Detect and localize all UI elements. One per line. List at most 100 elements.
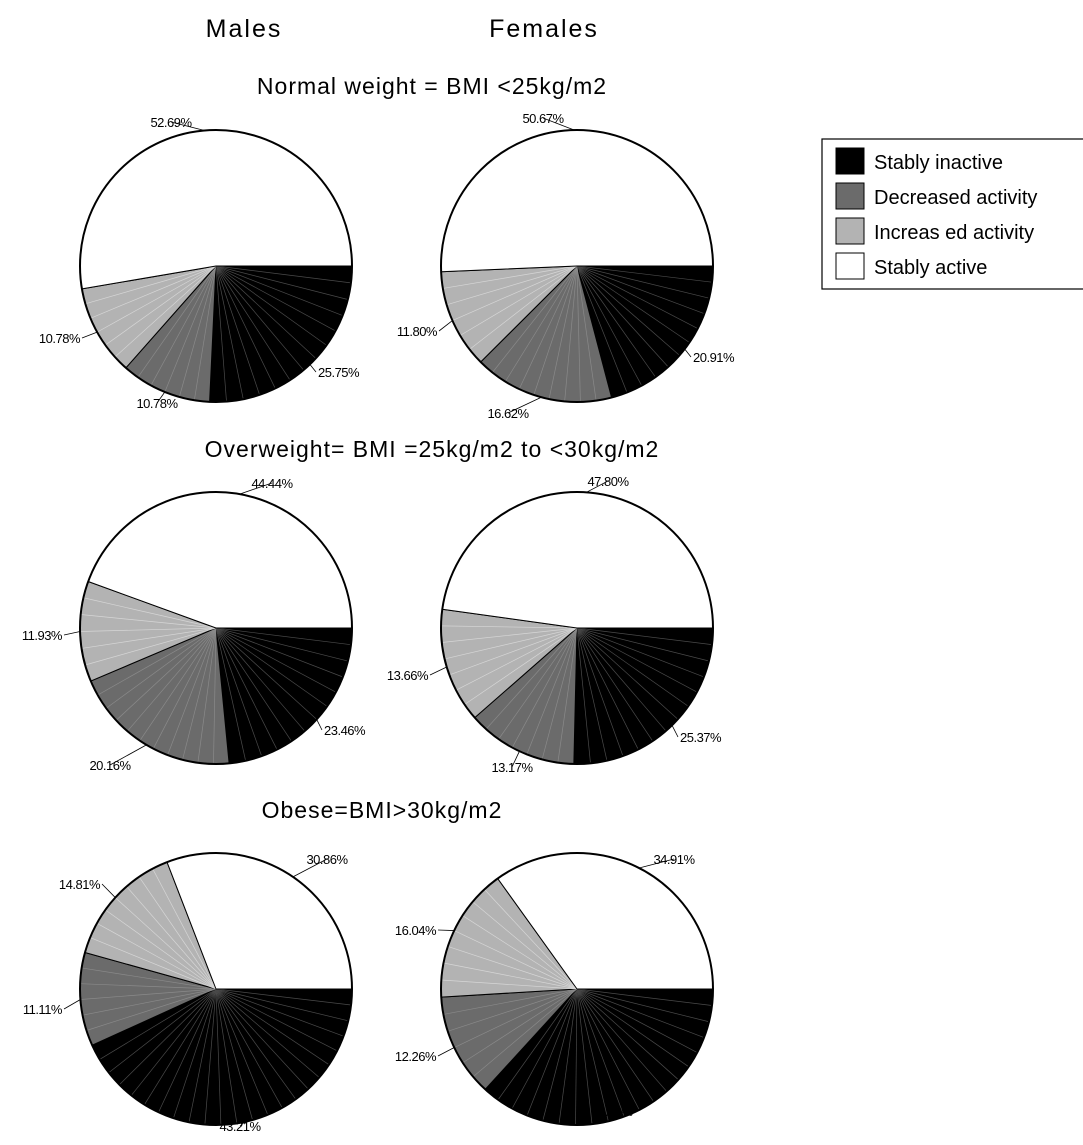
hatch-line bbox=[131, 988, 217, 1096]
legend-swatch-stably-inactive bbox=[835, 147, 865, 175]
slice-label-increased-activity: 16.04% bbox=[395, 923, 437, 938]
hatch-line bbox=[576, 627, 653, 742]
hatch-line bbox=[213, 627, 217, 764]
group-title-overweight: Overweight= BMI =25kg/m2 to <30kg/m2 bbox=[205, 436, 660, 462]
pie-females-group-1: 20.91% 16.62% 11.80% 50.67% bbox=[397, 111, 736, 421]
hatch-line bbox=[81, 627, 217, 649]
hatch-line bbox=[215, 988, 338, 1052]
hatch-line bbox=[215, 627, 343, 678]
leader-line bbox=[586, 480, 609, 493]
hatch-line bbox=[215, 265, 317, 359]
leader-line bbox=[437, 929, 455, 931]
legend-label-decreased-activity: Decreased activity bbox=[874, 187, 1037, 209]
hatch-line bbox=[484, 889, 578, 990]
slice-label-decreased-activity: 11.11% bbox=[23, 1002, 63, 1017]
hatch-line bbox=[215, 988, 352, 1006]
slice-label-decreased-activity: 13.17% bbox=[491, 760, 533, 775]
slice-label-decreased-activity: 20.16% bbox=[89, 758, 131, 773]
hatch-line bbox=[158, 988, 217, 1113]
slice-hatching bbox=[492, 265, 597, 402]
hatch-line bbox=[497, 988, 578, 1100]
hatch-line bbox=[472, 988, 578, 1078]
hatch-line bbox=[188, 988, 217, 1123]
legend-label-increased-activity: Increas ed activity bbox=[874, 222, 1034, 244]
legend-swatch-stably-active bbox=[835, 252, 865, 280]
slice-label-increased-activity: 13.66% bbox=[387, 668, 429, 683]
group-title-obese: Obese=BMI>30kg/m2 bbox=[262, 797, 503, 823]
hatch-line bbox=[462, 988, 578, 1064]
hatch-line bbox=[167, 627, 217, 756]
hatch-line bbox=[80, 627, 217, 632]
pie-slice-stably-inactive bbox=[215, 627, 353, 764]
slice-label-stably-inactive: 43.21% bbox=[219, 1119, 261, 1134]
hatch-line bbox=[197, 627, 217, 763]
slice-label-stably-active: 34.91% bbox=[653, 852, 695, 867]
hatch-line bbox=[576, 627, 679, 720]
hatch-line bbox=[526, 988, 578, 1116]
hatch-line bbox=[83, 597, 217, 629]
hatch-line bbox=[576, 265, 581, 402]
hatch-line bbox=[215, 988, 283, 1108]
pie-slice-stably-active bbox=[440, 129, 714, 273]
slice-hatching bbox=[576, 265, 713, 393]
hatch-line bbox=[215, 265, 260, 395]
hatch-line bbox=[90, 265, 217, 319]
pie-outline bbox=[79, 129, 353, 403]
hatch-line bbox=[576, 627, 639, 750]
hatch-line bbox=[137, 265, 217, 378]
hatch-line bbox=[447, 946, 578, 990]
hatch-line bbox=[498, 627, 578, 740]
hatch-line bbox=[492, 265, 578, 373]
hatch-line bbox=[441, 625, 578, 629]
hatch-line bbox=[105, 265, 217, 346]
hatch-line bbox=[576, 627, 591, 764]
hatch-line bbox=[576, 627, 710, 662]
hatch-line bbox=[215, 627, 328, 707]
slice-label-increased-activity: 11.80% bbox=[397, 324, 438, 339]
hatch-line bbox=[441, 627, 578, 643]
hatch-line bbox=[215, 988, 222, 1125]
slice-hatching bbox=[85, 265, 217, 358]
hatch-line bbox=[150, 265, 217, 386]
hatch-line bbox=[215, 627, 317, 720]
hatch-line bbox=[215, 627, 349, 662]
leader-line bbox=[239, 482, 273, 495]
leader-line bbox=[429, 666, 447, 676]
hatch-line bbox=[215, 627, 337, 693]
hatch-line bbox=[472, 901, 578, 990]
leader-line bbox=[671, 725, 679, 738]
hatch-line bbox=[576, 627, 705, 678]
slice-hatching bbox=[441, 625, 578, 705]
hatch-line bbox=[215, 988, 344, 1037]
slice-label-stably-inactive: 25.37% bbox=[680, 730, 722, 745]
leader-line bbox=[437, 1047, 455, 1057]
hatch-line bbox=[558, 988, 578, 1124]
hatch-line bbox=[80, 614, 217, 629]
hatch-line bbox=[97, 627, 217, 696]
pie-outline bbox=[79, 852, 353, 1126]
hatch-line bbox=[576, 988, 705, 1038]
hatch-line bbox=[215, 988, 320, 1078]
hatch-line bbox=[204, 988, 217, 1125]
slice-label-increased-activity: 11.93% bbox=[22, 628, 63, 643]
column-header-males: Males bbox=[206, 15, 283, 43]
hatch-line bbox=[144, 988, 217, 1105]
hatch-line bbox=[441, 979, 578, 990]
hatch-line bbox=[575, 988, 578, 1125]
hatch-line bbox=[576, 265, 597, 401]
hatch-line bbox=[576, 265, 710, 299]
hatch-line bbox=[443, 988, 578, 1015]
legend-swatch-decreased-activity bbox=[835, 182, 865, 210]
hatch-line bbox=[576, 988, 698, 1053]
hatch-line bbox=[449, 627, 578, 676]
hatch-line bbox=[446, 265, 578, 306]
slice-label-stably-inactive: 20.91% bbox=[693, 350, 735, 365]
legend-swatch-increased-activity bbox=[835, 217, 865, 245]
hatch-line bbox=[81, 967, 217, 990]
hatch-line bbox=[576, 988, 640, 1111]
group-title-normal-weight: Normal weight = BMI <25kg/m2 bbox=[257, 73, 607, 99]
hatch-line bbox=[464, 627, 578, 705]
hatch-line bbox=[138, 876, 217, 990]
leader-line bbox=[507, 396, 542, 414]
hatch-line bbox=[215, 988, 253, 1121]
